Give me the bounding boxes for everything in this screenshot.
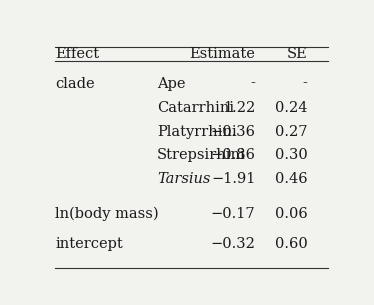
Text: 1.22: 1.22	[223, 101, 255, 115]
Text: clade: clade	[55, 77, 95, 91]
Text: −0.86: −0.86	[211, 148, 255, 162]
Text: -: -	[251, 77, 255, 91]
Text: 0.24: 0.24	[275, 101, 307, 115]
Text: 0.30: 0.30	[275, 148, 307, 162]
Text: ln(body mass): ln(body mass)	[55, 207, 159, 221]
Text: Ape: Ape	[157, 77, 186, 91]
Text: 0.06: 0.06	[275, 207, 307, 221]
Text: Strepsirhini: Strepsirhini	[157, 148, 246, 162]
Text: 0.46: 0.46	[275, 172, 307, 186]
Text: 0.60: 0.60	[275, 237, 307, 251]
Text: intercept: intercept	[55, 237, 123, 251]
Text: Effect: Effect	[55, 47, 99, 61]
Text: Tarsius: Tarsius	[157, 172, 210, 186]
Text: Estimate: Estimate	[190, 47, 255, 61]
Text: −0.32: −0.32	[211, 237, 255, 251]
Text: SE: SE	[287, 47, 307, 61]
Text: −0.36: −0.36	[211, 125, 255, 139]
Text: -: -	[303, 77, 307, 91]
Text: Catarrhini: Catarrhini	[157, 101, 234, 115]
Text: Platyrrhini: Platyrrhini	[157, 125, 237, 139]
Text: −0.17: −0.17	[211, 207, 255, 221]
Text: −1.91: −1.91	[211, 172, 255, 186]
Text: 0.27: 0.27	[275, 125, 307, 139]
